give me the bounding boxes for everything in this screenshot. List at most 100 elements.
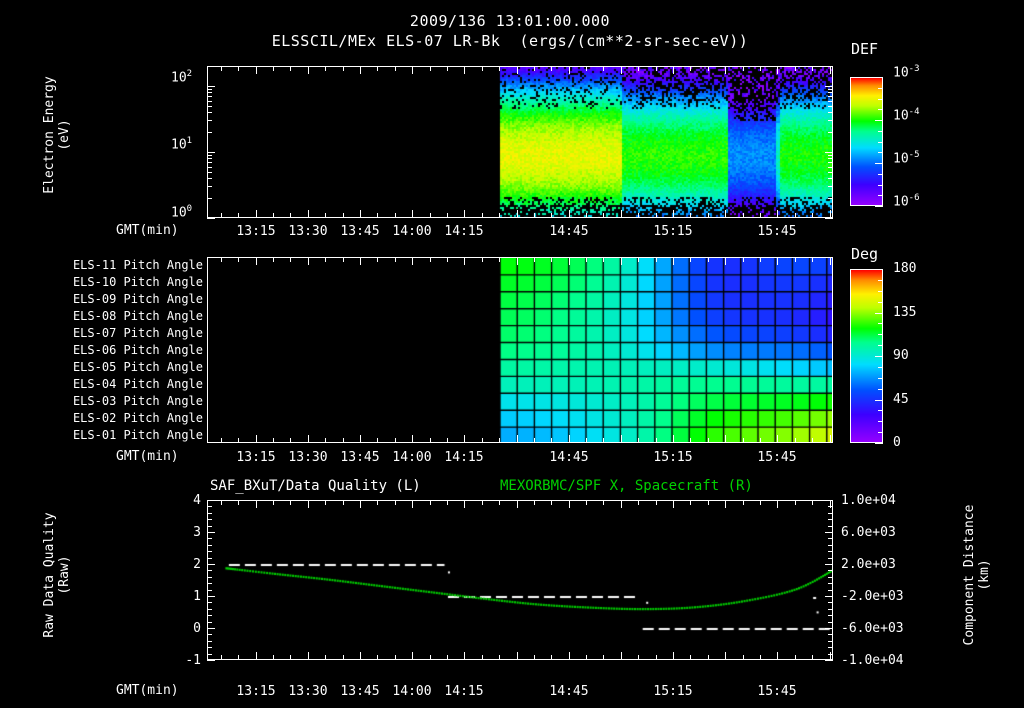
axis-tick (603, 438, 604, 442)
axis-tick (690, 501, 691, 505)
colorbar-tick (875, 206, 883, 207)
axis-tick (238, 213, 239, 217)
axis-tick (308, 67, 309, 74)
plot-subtitle: ELSSCIL/MEx ELS-07 LR-Bk (ergs/(cm**2-sr… (271, 32, 749, 50)
ytick (828, 506, 833, 507)
axis-tick (273, 213, 274, 217)
xtick-label: 15:45 (757, 224, 797, 239)
def-colorbar[interactable] (850, 77, 883, 206)
axis-tick (482, 655, 483, 659)
axis-tick (238, 258, 239, 262)
axis-tick (273, 258, 274, 262)
axis-tick (464, 210, 465, 217)
axis-tick (690, 438, 691, 442)
axis-tick (569, 435, 570, 442)
axis-tick (812, 213, 813, 217)
axis-tick (221, 438, 222, 442)
ytick (825, 596, 833, 597)
colorbar-tick (878, 185, 883, 186)
axis-tick (412, 501, 413, 508)
def-colorbar-label-1: 10-4 (893, 107, 920, 124)
spectrogram-panel[interactable] (207, 66, 833, 218)
axis-tick (464, 652, 465, 659)
axis-tick (795, 258, 796, 262)
colorbar-tick (875, 313, 883, 314)
axis-tick (377, 438, 378, 442)
ytick (207, 564, 215, 565)
axis-tick (777, 258, 778, 265)
ytick (825, 564, 833, 565)
axis-tick (725, 258, 726, 265)
colorbar-tick (878, 280, 883, 281)
spectrogram-ytick-10: 101 (171, 136, 193, 153)
pitch-angle-panel[interactable] (207, 257, 833, 443)
axis-tick (725, 435, 726, 442)
axis-tick (221, 213, 222, 217)
ytick (207, 596, 215, 597)
axis-tick (551, 67, 552, 71)
ytick (207, 602, 212, 603)
ytick (207, 89, 212, 90)
axis-tick (690, 213, 691, 217)
ytick (828, 162, 833, 163)
axis-tick (812, 438, 813, 442)
axis-tick (586, 655, 587, 659)
colorbar-tick (875, 400, 883, 401)
axis-tick (377, 67, 378, 71)
ytick (207, 532, 215, 533)
axis-tick (325, 67, 326, 71)
axis-tick (464, 258, 465, 265)
ytick-label-right: -6.0e+03 (841, 621, 904, 636)
ytick (828, 558, 833, 559)
axis-tick (273, 67, 274, 71)
axis-tick (238, 67, 239, 71)
axis-tick (256, 258, 257, 265)
axis-tick (621, 652, 622, 659)
ytick-label-right: 1.0e+04 (841, 493, 896, 508)
ytick (207, 654, 212, 655)
axis-tick (256, 67, 257, 74)
axis-tick (690, 655, 691, 659)
axis-tick (812, 501, 813, 505)
colorbar-tick (875, 269, 883, 270)
axis-tick (534, 258, 535, 262)
axis-tick (673, 652, 674, 659)
axis-tick (569, 210, 570, 217)
axis-tick (412, 258, 413, 265)
axis-tick (830, 435, 831, 442)
axis-tick (603, 67, 604, 71)
axis-tick (551, 213, 552, 217)
axis-tick (603, 655, 604, 659)
xtick-label: 14:00 (392, 450, 432, 465)
axis-tick (656, 438, 657, 442)
spectrogram-ytick-1: 100 (171, 204, 193, 221)
ytick (207, 577, 212, 578)
axis-tick (673, 258, 674, 265)
colorbar-tick (878, 367, 883, 368)
axis-tick (395, 213, 396, 217)
ytick (828, 112, 833, 113)
axis-tick (221, 501, 222, 505)
axis-tick (273, 655, 274, 659)
ytick (828, 634, 833, 635)
xtick-label: 13:45 (340, 450, 380, 465)
axis-tick (656, 501, 657, 505)
axis-tick (447, 655, 448, 659)
colorbar-tick (875, 163, 883, 164)
ytick (207, 622, 212, 623)
ytick (828, 526, 833, 527)
colorbar-tick (878, 432, 883, 433)
axis-tick (325, 258, 326, 262)
colorbar-tick (878, 345, 883, 346)
axis-tick (725, 67, 726, 74)
plot-timestamp-title: 2009/136 13:01:00.000 (409, 12, 611, 30)
axis-tick (743, 501, 744, 505)
ytick (207, 538, 212, 539)
colorbar-tick (878, 378, 883, 379)
axis-tick (430, 655, 431, 659)
axis-tick (708, 258, 709, 262)
data-quality-panel[interactable] (207, 500, 833, 660)
quality-title-left: SAF_BXuT/Data Quality (L) (210, 478, 421, 494)
axis-tick (343, 655, 344, 659)
axis-tick (430, 67, 431, 71)
